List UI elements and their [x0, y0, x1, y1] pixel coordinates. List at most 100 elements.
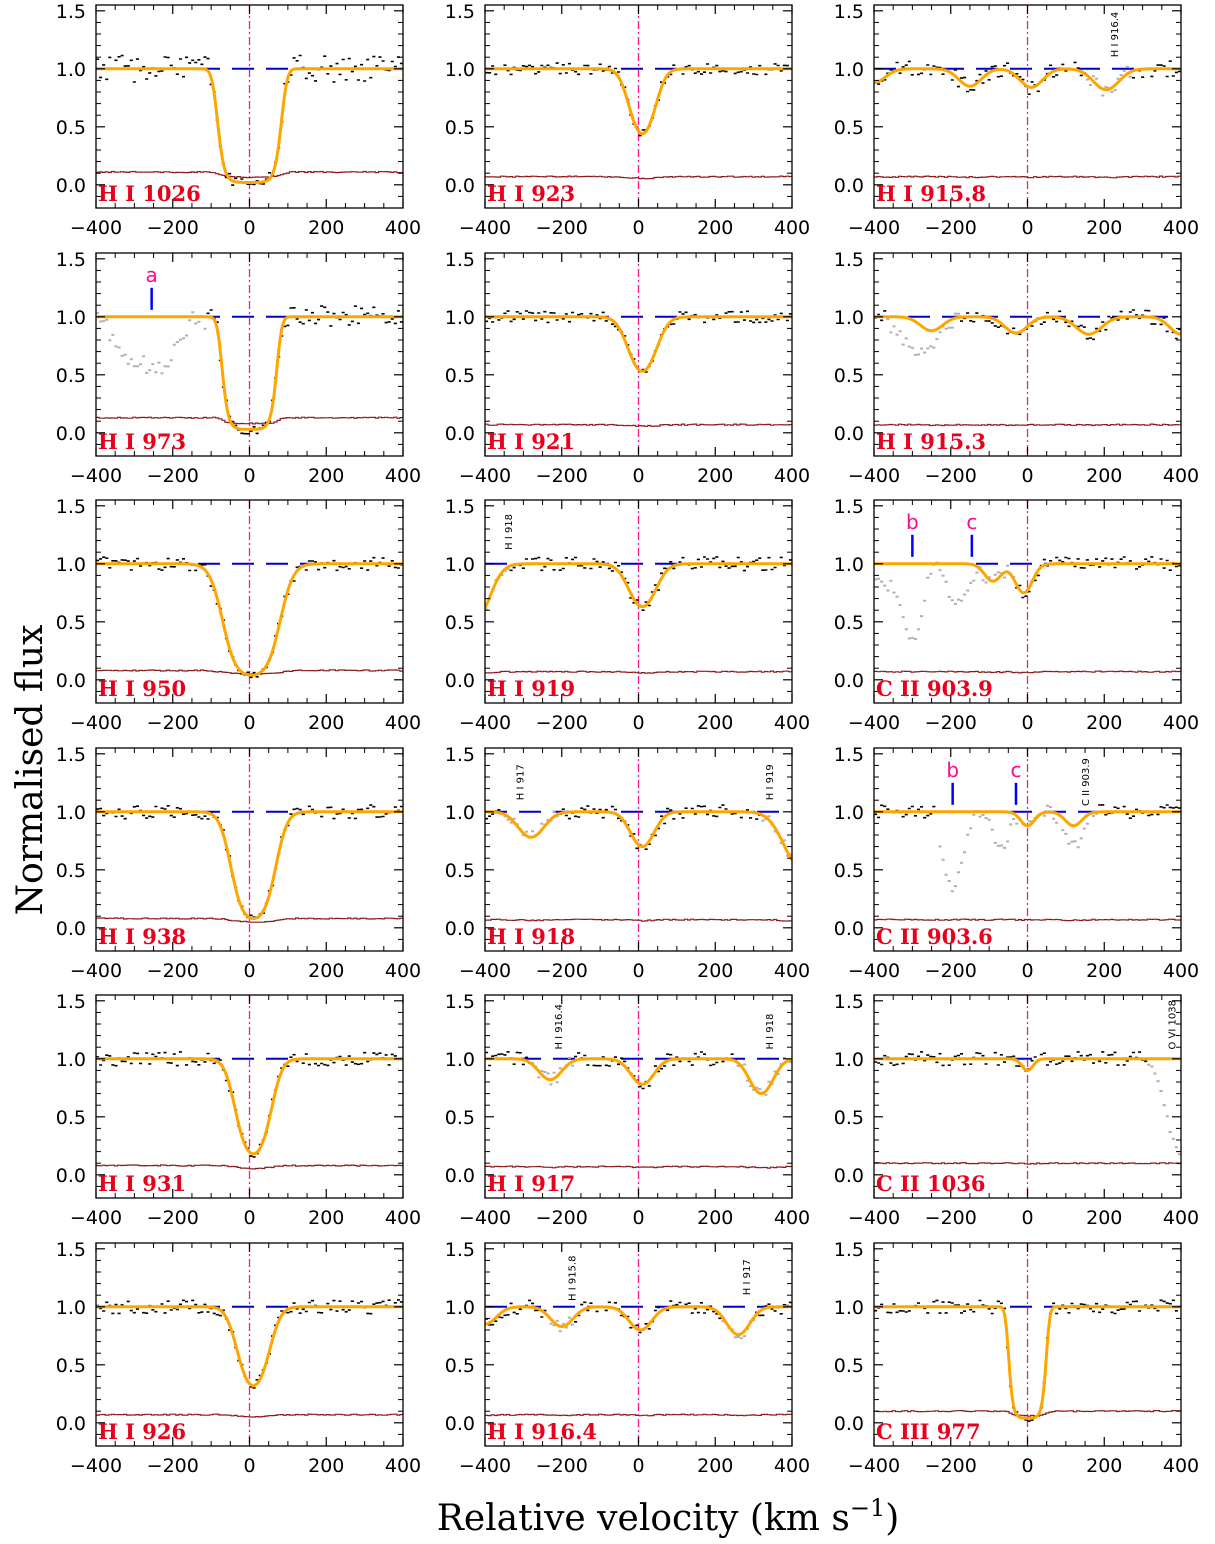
- panel-plot-area: [485, 1243, 792, 1446]
- y-tick-label: 1.0: [834, 554, 864, 576]
- y-tick-label: 1.5: [56, 1, 86, 23]
- y-tick-label: 0.0: [56, 1413, 86, 1435]
- y-tick-label: 0.5: [56, 860, 86, 882]
- y-tick-label: 1.0: [445, 307, 475, 329]
- x-tick-label: 0: [1021, 712, 1033, 734]
- spectrum-panel: −400 −200 0 200 400 0.0 0.5 1.0 1.5 C II 1036 O VI…: [834, 991, 1199, 1229]
- x-tick-label: 200: [697, 1207, 733, 1229]
- y-tick-label: 0.0: [834, 423, 864, 445]
- x-tick-label: 200: [697, 960, 733, 982]
- y-tick-label: 1.0: [834, 1297, 864, 1319]
- panel-transition-label: H I 915.3: [876, 429, 986, 454]
- panel-transition-label: H I 915.8: [876, 181, 986, 206]
- y-tick-label: 0.5: [56, 117, 86, 139]
- y-tick-label: 0.5: [834, 365, 864, 387]
- blend-annotation: H I 917: [742, 1259, 753, 1295]
- y-tick-label: 0.5: [445, 1107, 475, 1129]
- x-tick-label: −200: [147, 217, 199, 239]
- y-tick-label: 1.0: [834, 307, 864, 329]
- y-tick-label: 1.5: [445, 496, 475, 518]
- spectrum-panel: −400 −200 0 200 400 0.0 0.5 1.0 1.5 H I 1026: [56, 1, 421, 239]
- x-tick-label: −400: [459, 960, 511, 982]
- y-tick-label: 1.0: [834, 802, 864, 824]
- x-tick-label: 200: [1086, 960, 1122, 982]
- x-tick-label: 400: [1163, 960, 1199, 982]
- x-tick-label: −200: [536, 712, 588, 734]
- y-tick-label: 1.5: [56, 249, 86, 271]
- x-tick-label: −200: [925, 712, 977, 734]
- y-tick-label: 1.0: [445, 1049, 475, 1071]
- blend-annotation: O VI 1038: [1167, 1000, 1178, 1049]
- x-tick-label: 0: [243, 1207, 255, 1229]
- error-spectrum: [96, 170, 403, 179]
- x-tick-label: −200: [536, 1207, 588, 1229]
- panel-plot-area: [874, 253, 1181, 456]
- x-tick-label: 0: [1021, 1207, 1033, 1229]
- error-spectrum: [485, 423, 792, 427]
- model-fit-curve: [96, 1057, 403, 1156]
- panel-transition-label: C III 977: [876, 1419, 981, 1444]
- panel-transition-label: H I 918: [487, 924, 575, 949]
- x-tick-label: −400: [459, 712, 511, 734]
- panel-plot-area: [96, 748, 403, 951]
- blend-annotation: H I 916.4: [1110, 12, 1121, 57]
- error-spectrum: [485, 1165, 792, 1169]
- x-tick-label: −400: [848, 960, 900, 982]
- y-tick-label: 1.0: [445, 554, 475, 576]
- x-tick-label: 400: [385, 217, 421, 239]
- x-axis-title-sup: −1: [850, 1494, 885, 1522]
- y-tick-label: 1.5: [834, 744, 864, 766]
- spectrum-panel: −400 −200 0 200 400 0.0 0.5 1.0 1.5 H I 973 a: [56, 249, 421, 487]
- y-tick-label: 1.5: [445, 991, 475, 1013]
- x-tick-label: 0: [632, 712, 644, 734]
- y-tick-label: 1.5: [445, 1239, 475, 1261]
- x-tick-label: 0: [632, 1455, 644, 1477]
- x-tick-label: −200: [147, 712, 199, 734]
- y-tick-label: 1.0: [834, 1049, 864, 1071]
- y-tick-label: 1.0: [56, 307, 86, 329]
- y-tick-label: 0.0: [56, 670, 86, 692]
- panel-plot-area: [874, 5, 1181, 208]
- x-axis-title-main: Relative velocity (km s: [437, 1498, 850, 1539]
- spectrum-panel: −400 −200 0 200 400 0.0 0.5 1.0 1.5 H I 931: [56, 991, 421, 1229]
- y-tick-label: 0.0: [834, 1413, 864, 1435]
- panel-transition-label: H I 973: [98, 429, 186, 454]
- x-tick-label: 0: [632, 960, 644, 982]
- blend-annotation: H I 917: [516, 764, 527, 800]
- x-axis-title: Relative velocity (km s−1): [437, 1494, 900, 1539]
- model-fit-curve: [485, 1057, 792, 1096]
- panel-transition-label: C II 903.9: [876, 676, 993, 701]
- error-spectrum: [874, 175, 1181, 179]
- y-tick-label: 0.5: [56, 1355, 86, 1377]
- panel-plot-area: [96, 500, 403, 703]
- spectrum-panel: −400 −200 0 200 400 0.0 0.5 1.0 1.5 H I 919 H I 91…: [445, 496, 810, 734]
- y-tick-label: 1.0: [56, 59, 86, 81]
- x-tick-label: 200: [308, 217, 344, 239]
- x-tick-label: 400: [385, 960, 421, 982]
- error-spectrum: [96, 917, 403, 923]
- x-tick-label: 400: [774, 960, 810, 982]
- x-tick-label: 0: [632, 1207, 644, 1229]
- x-tick-label: −400: [848, 712, 900, 734]
- y-tick-label: 1.5: [834, 249, 864, 271]
- error-spectrum: [96, 1413, 403, 1418]
- x-tick-label: 0: [632, 217, 644, 239]
- error-spectrum: [874, 1162, 1181, 1165]
- x-tick-label: −400: [459, 1455, 511, 1477]
- x-tick-label: −400: [848, 1207, 900, 1229]
- y-tick-label: 0.0: [834, 918, 864, 940]
- blended-flux-spectrum: [1147, 1063, 1181, 1156]
- x-tick-label: −200: [925, 1207, 977, 1229]
- x-tick-label: −200: [147, 465, 199, 487]
- spectrum-panel: −400 −200 0 200 400 0.0 0.5 1.0 1.5 H I 918 H I 91…: [445, 744, 810, 982]
- y-tick-label: 1.0: [56, 802, 86, 824]
- y-tick-label: 0.0: [445, 1165, 475, 1187]
- panel-transition-label: H I 926: [98, 1419, 186, 1444]
- y-tick-label: 1.5: [56, 1239, 86, 1261]
- panel-transition-label: H I 919: [487, 676, 575, 701]
- blend-annotation: H I 915.8: [567, 1256, 578, 1301]
- panel-transition-label: H I 931: [98, 1171, 186, 1196]
- x-tick-label: 400: [1163, 1207, 1199, 1229]
